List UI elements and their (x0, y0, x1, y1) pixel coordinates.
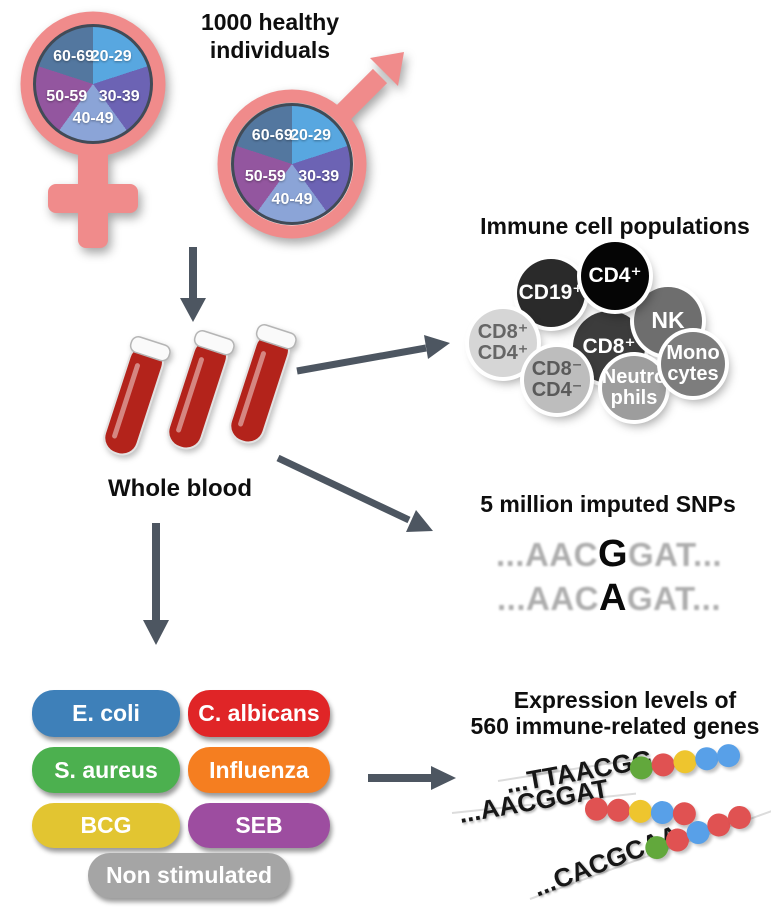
study-heading-line1: 1000 healthy (200, 9, 340, 35)
age-segment-label: 50-59 (244, 167, 286, 185)
age-segment-label: 20-29 (90, 47, 132, 65)
expression-dot (671, 748, 698, 775)
snp-seq-post: GAT... (628, 536, 723, 573)
age-segment-label: 60-69 (251, 127, 293, 145)
expression-dot (628, 799, 653, 824)
cell-circle-cd19: CD19⁺ (517, 259, 585, 327)
cell-circle-cd8neg-cd4neg: CD8⁻ CD4⁻ (524, 347, 590, 413)
stimulus-label: SEB (235, 812, 283, 838)
cell-label: CD19⁺ (518, 281, 584, 305)
blood-tube (167, 330, 235, 450)
cell-label: CD8⁺ CD4⁺ (477, 321, 529, 364)
snp-variant-allele: G (597, 533, 628, 575)
stimulus-label: Non stimulated (105, 862, 273, 888)
male-symbol-icon (217, 52, 404, 239)
age-segment-label: 40-49 (72, 110, 114, 128)
age-segment-label: 30-39 (98, 87, 140, 105)
cell-label: Neutro phils (601, 366, 667, 409)
expression-dot (606, 798, 631, 823)
expression-dot (715, 742, 742, 769)
age-segment-label: 30-39 (298, 167, 340, 185)
cell-label: NK (651, 307, 685, 334)
stimulus-chip-ecoli: E. coli (32, 690, 180, 737)
stimulus-chip-calbicans: C. albicans (188, 690, 330, 737)
female-symbol-icon (20, 11, 166, 248)
flow-arrow-blood-to-cells (296, 335, 450, 375)
flow-arrow-blood-to-stimulations (143, 523, 169, 645)
blood-tubes-icon (103, 324, 297, 456)
age-segment-label: 20-29 (290, 127, 332, 145)
cell-circle-cd8pos-cd4pos: CD8⁺ CD4⁺ (469, 309, 537, 377)
expression-title-line1: Expression levels of (513, 687, 737, 713)
stimulus-label: C. albicans (198, 700, 320, 726)
stimulus-chip-influenza: Influenza (188, 747, 330, 793)
snp-sequence-1: ...AACGGAT... (448, 533, 770, 576)
snp-seq-post: GAT... (626, 580, 721, 617)
stimulus-chip-bcg: BCG (32, 803, 180, 848)
age-segment-label: 40-49 (271, 190, 313, 208)
male-age-pie-chart: 20-29 30-39 40-49 50-59 60-69 (231, 103, 353, 225)
cell-circle-neutrophils: Neutro phils (602, 356, 666, 420)
expression-title-line2: 560 immune-related genes (470, 713, 760, 739)
stimulus-chip-seb: SEB (188, 803, 330, 848)
expression-dot (650, 751, 677, 778)
cell-circle-monocytes: Mono cytes (661, 332, 725, 396)
blood-tube (103, 336, 171, 456)
snp-seq-pre: ...AAC (495, 536, 598, 573)
study-heading: 1000 healthy individuals (155, 8, 385, 64)
snp-variant-allele: A (598, 577, 627, 619)
cell-label: CD8⁺ (582, 335, 636, 359)
stimulus-chip-saureus: S. aureus (32, 747, 180, 793)
stimulus-label: Influenza (209, 756, 309, 783)
immune-cells-title: Immune cell populations (480, 213, 750, 239)
blood-tube (229, 324, 297, 444)
cell-circle-cd4: CD4⁺ (581, 242, 649, 310)
study-heading-line2: individuals (209, 37, 331, 64)
snp-seq-pre: ...AAC (496, 580, 599, 617)
stimulus-chip-nonstimulated: Non stimulated (88, 853, 290, 898)
flow-arrow-blood-to-snps (276, 454, 433, 532)
flow-arrow-stimulations-to-expression (368, 766, 456, 790)
female-age-pie-chart: 20-29 30-39 40-49 50-59 60-69 (33, 24, 153, 144)
expression-dot (693, 745, 720, 772)
cell-label: CD4⁺ (588, 264, 642, 288)
age-segment-label: 60-69 (53, 47, 95, 65)
snp-sequence-2: ...AACAGAT... (448, 577, 770, 620)
flow-arrow-individuals-to-blood (180, 247, 206, 322)
cell-label: Mono cytes (666, 342, 720, 385)
stimulus-label: BCG (80, 812, 132, 838)
stimulus-label: S. aureus (54, 756, 158, 783)
cell-label: CD8⁻ CD4⁻ (531, 358, 583, 401)
whole-blood-label: Whole blood (108, 475, 252, 502)
stimulus-label: E. coli (72, 700, 140, 726)
snps-title: 5 million imputed SNPs (480, 491, 736, 517)
expression-dot (584, 797, 609, 822)
expression-dot (628, 754, 655, 781)
age-segment-label: 50-59 (46, 87, 88, 105)
